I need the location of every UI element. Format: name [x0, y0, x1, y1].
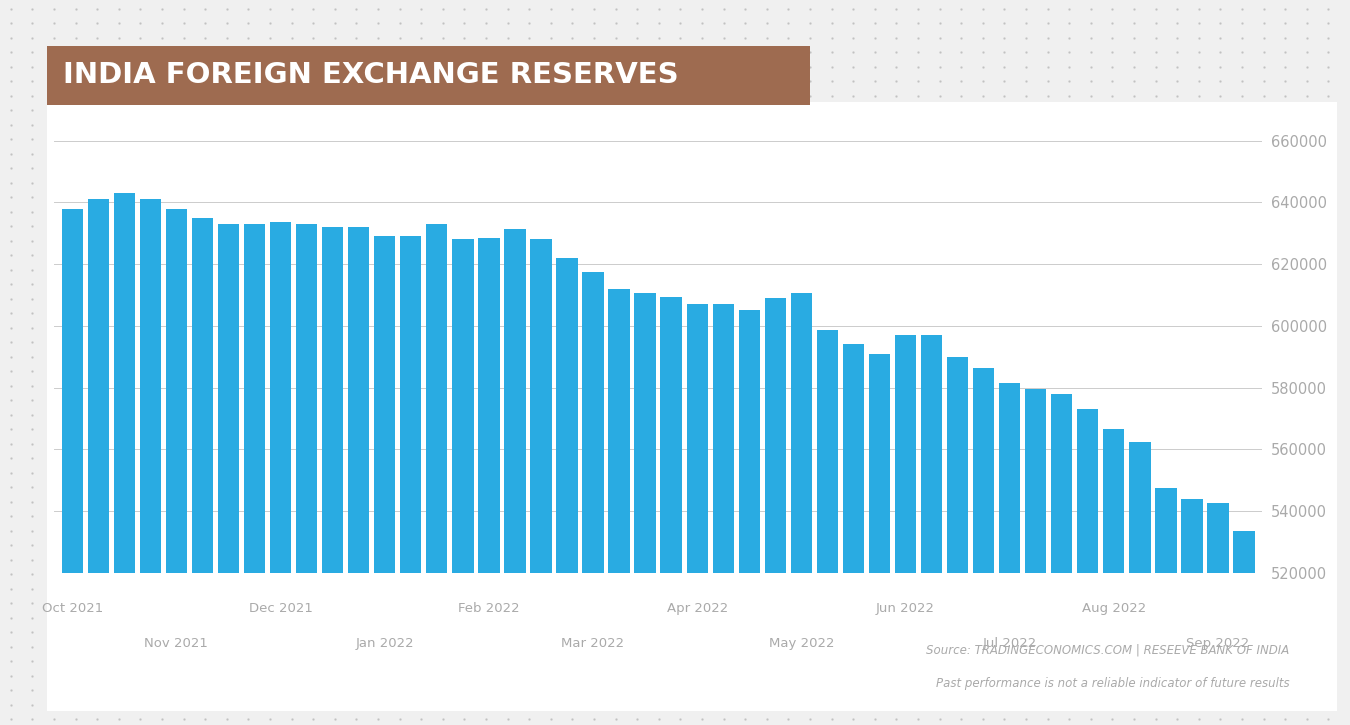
Bar — [296, 224, 317, 725]
Bar — [1234, 531, 1254, 725]
Text: Source: TRADINGECONOMICS.COM | RESEEVE BANK OF INDIA: Source: TRADINGECONOMICS.COM | RESEEVE B… — [926, 643, 1289, 656]
Bar — [634, 294, 656, 725]
Text: Apr 2022: Apr 2022 — [667, 602, 728, 615]
Bar — [62, 209, 82, 725]
Bar — [999, 383, 1021, 725]
Bar — [374, 236, 396, 725]
Text: Jul 2022: Jul 2022 — [983, 637, 1037, 650]
Bar — [946, 357, 968, 725]
Bar — [113, 193, 135, 725]
Bar — [1129, 442, 1150, 725]
Bar — [895, 335, 917, 725]
Bar — [244, 224, 265, 725]
Text: INDIA FOREIGN EXCHANGE RESERVES: INDIA FOREIGN EXCHANGE RESERVES — [63, 62, 679, 89]
Text: Feb 2022: Feb 2022 — [458, 602, 520, 615]
Bar — [321, 227, 343, 725]
Text: Oct 2021: Oct 2021 — [42, 602, 103, 615]
Text: Jan 2022: Jan 2022 — [355, 637, 414, 650]
Text: Past performance is not a reliable indicator of future results: Past performance is not a reliable indic… — [936, 677, 1289, 690]
Bar — [764, 298, 786, 725]
Bar — [1103, 429, 1125, 725]
Bar — [452, 239, 474, 725]
Bar — [713, 304, 734, 725]
Bar — [139, 199, 161, 725]
Bar — [88, 199, 109, 725]
Bar — [270, 223, 292, 725]
Text: Aug 2022: Aug 2022 — [1081, 602, 1146, 615]
Bar — [660, 297, 682, 725]
Bar — [609, 289, 629, 725]
Bar — [348, 227, 370, 725]
Bar — [687, 304, 707, 725]
Bar — [791, 294, 811, 725]
Bar — [1025, 389, 1046, 725]
Text: Jun 2022: Jun 2022 — [876, 602, 936, 615]
Bar — [921, 335, 942, 725]
Bar — [531, 239, 552, 725]
Bar — [1077, 409, 1099, 725]
Text: Nov 2021: Nov 2021 — [144, 637, 208, 650]
Bar — [427, 224, 447, 725]
Text: Sep 2022: Sep 2022 — [1187, 637, 1250, 650]
Bar — [166, 209, 188, 725]
Bar — [1052, 394, 1072, 725]
Bar — [817, 331, 838, 725]
Bar — [192, 218, 213, 725]
Bar — [869, 354, 890, 725]
Bar — [505, 228, 525, 725]
Bar — [556, 258, 578, 725]
Bar — [217, 224, 239, 725]
Bar — [738, 310, 760, 725]
Bar — [973, 368, 995, 725]
Text: May 2022: May 2022 — [768, 637, 834, 650]
Bar — [582, 272, 603, 725]
Bar — [1156, 488, 1177, 725]
Text: Dec 2021: Dec 2021 — [248, 602, 312, 615]
Bar — [1181, 499, 1203, 725]
Bar — [400, 236, 421, 725]
Bar — [1207, 503, 1228, 725]
Bar — [842, 344, 864, 725]
Bar — [478, 238, 500, 725]
Text: Mar 2022: Mar 2022 — [562, 637, 625, 650]
